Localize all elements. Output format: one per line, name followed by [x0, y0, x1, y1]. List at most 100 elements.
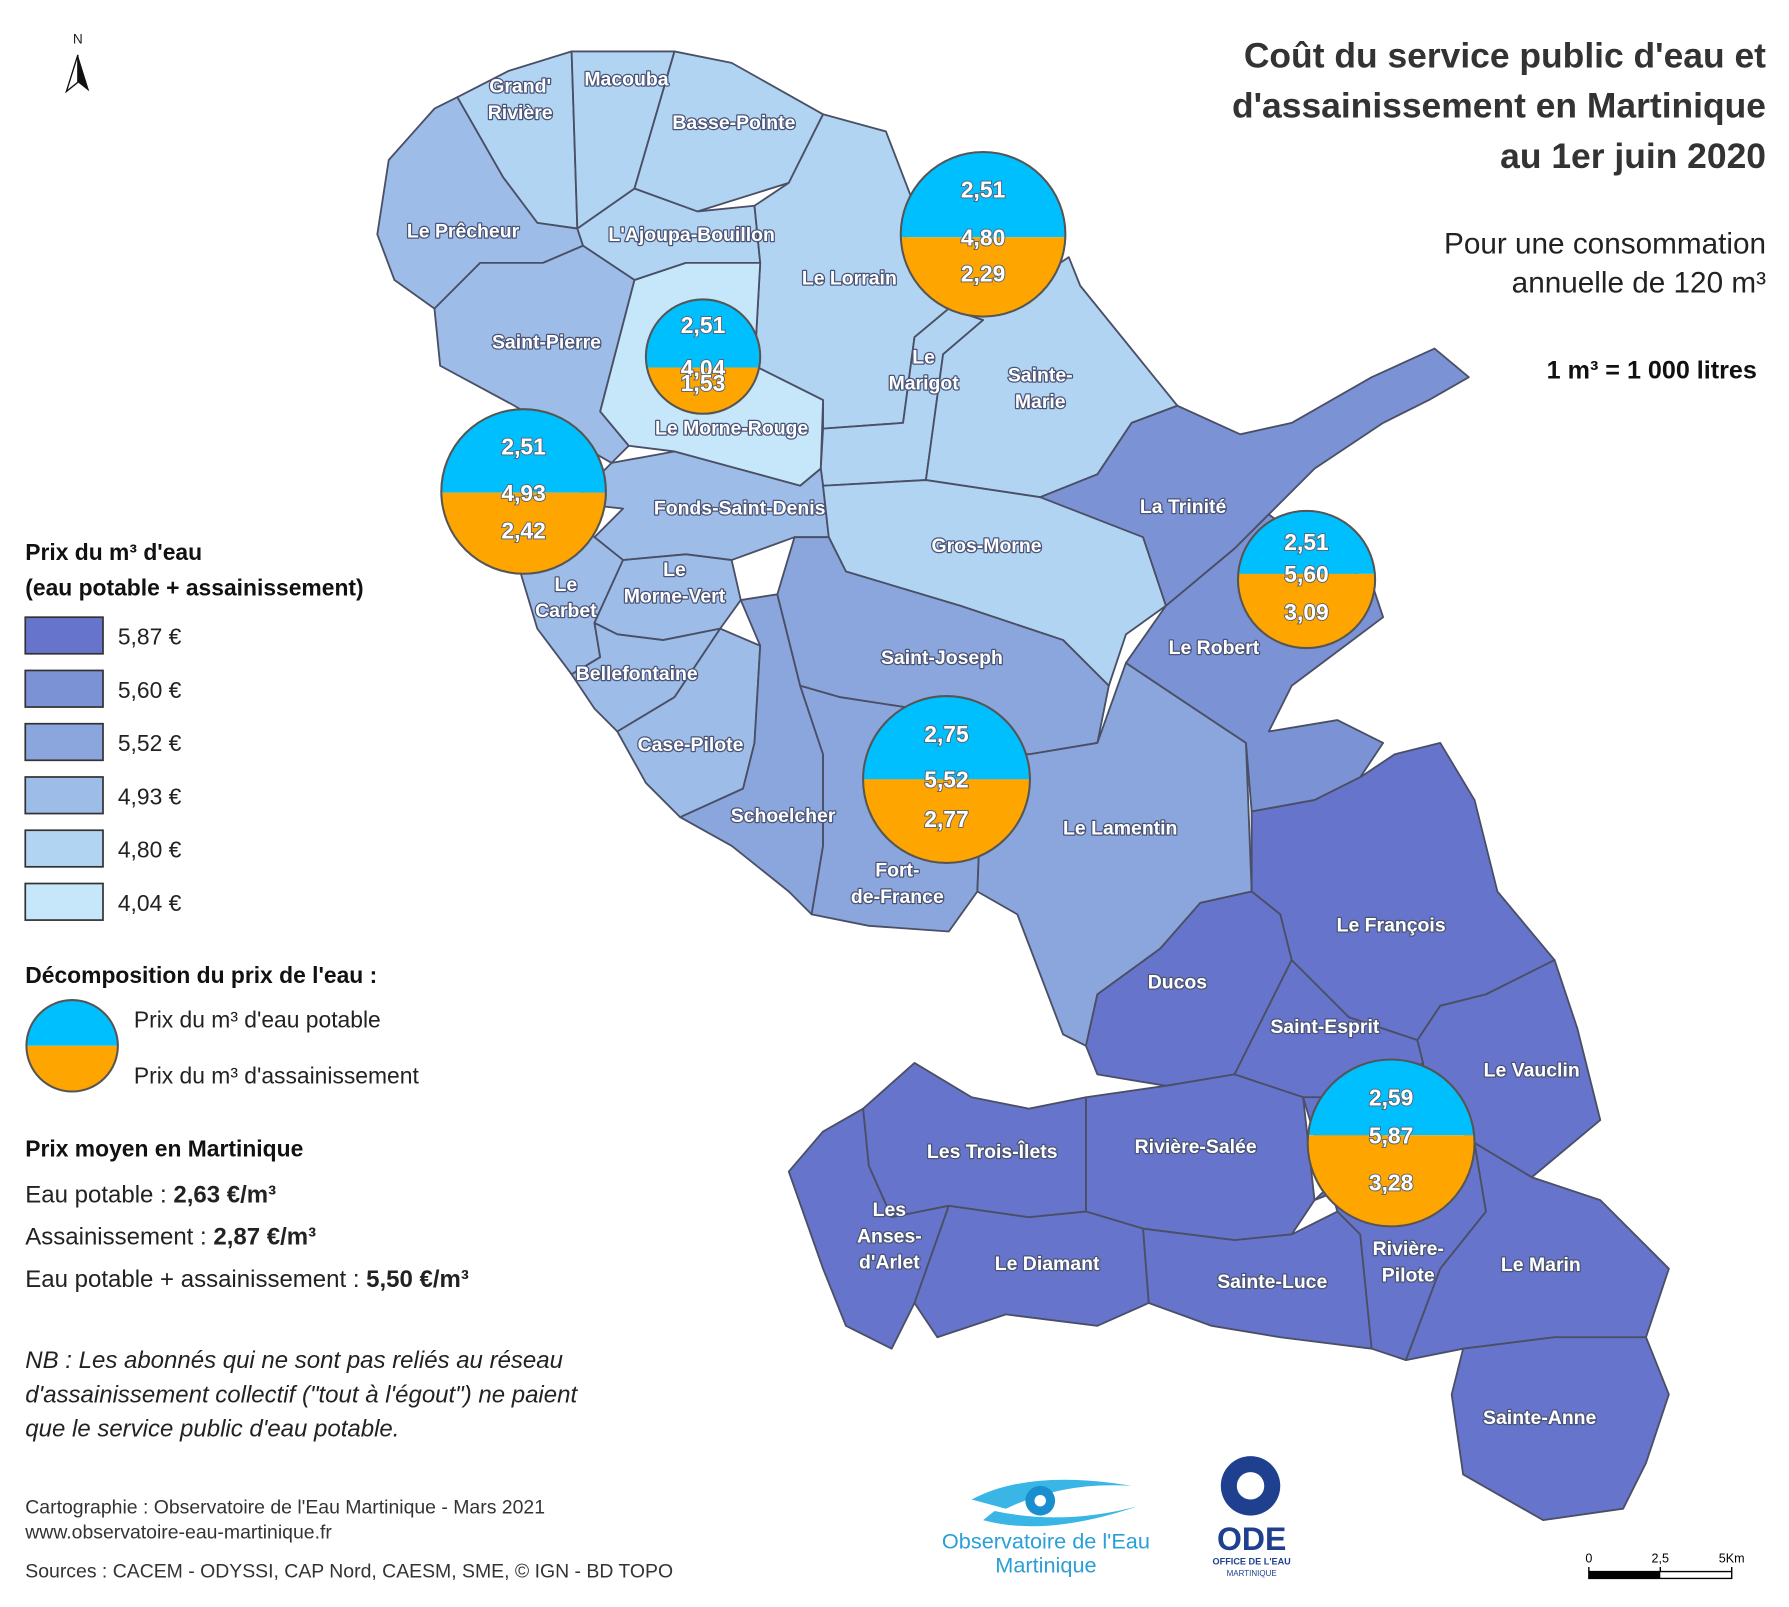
legend-swatch	[24, 669, 104, 708]
commune-label: Le François	[1337, 915, 1446, 937]
commune-label: Les Trois-Îlets	[927, 1139, 1058, 1163]
commune-label: Saint-Pierre	[492, 332, 601, 354]
commune-label: Saint-Joseph	[881, 647, 1003, 669]
average-value: 5,50 €/m³	[366, 1266, 469, 1293]
commune-label: Marie	[1015, 391, 1066, 413]
commune-label: Le	[912, 346, 935, 368]
commune-label: Morne-Vert	[624, 585, 726, 607]
averages-title: Prix moyen en Martinique	[25, 1136, 303, 1162]
legend-swatch	[24, 722, 104, 762]
logo-text: ODE	[1217, 1521, 1286, 1557]
commune-label: Macouba	[584, 69, 668, 91]
commune-label: Saint-Esprit	[1270, 1016, 1380, 1038]
pie-total-label: 5,87	[1369, 1123, 1413, 1149]
average-value: 2,87 €/m³	[213, 1224, 316, 1251]
pie-assainissement-label: 2,29	[961, 260, 1005, 286]
title: au 1er juin 2020	[1500, 136, 1766, 176]
legend-swatch	[24, 882, 104, 921]
legend-label: 5,87 €	[118, 624, 182, 650]
commune-label: Rivière	[488, 102, 553, 124]
average-label: Eau potable :	[25, 1181, 173, 1208]
note: NB : Les abonnés qui ne sont pas reliés …	[25, 1347, 563, 1374]
pie-outline	[1236, 509, 1377, 650]
commune-label: Le Lamentin	[1063, 817, 1177, 839]
conversion: 1 m³ = 1 000 litres	[1547, 356, 1757, 384]
commune-label: Carbet	[535, 600, 597, 622]
commune-label: Rivière-	[1373, 1238, 1444, 1260]
commune-label: Le Marin	[1501, 1254, 1581, 1276]
title: Coût du service public d'eau et	[1244, 35, 1766, 75]
credit: Cartographie : Observatoire de l'Eau Mar…	[25, 1496, 545, 1518]
scale-label: 0	[1585, 1551, 1592, 1565]
pie-total-label: 4,93	[501, 480, 545, 506]
average-label: Assainissement :	[25, 1224, 213, 1251]
legend-title: Décomposition du prix de l'eau :	[25, 962, 377, 988]
commune	[1450, 1336, 1670, 1522]
commune-label: Anses-	[857, 1225, 922, 1247]
pie-assainissement-label: 3,09	[1284, 599, 1328, 625]
pie-assainissement	[646, 367, 760, 414]
commune-label: Bellefontaine	[576, 663, 698, 685]
commune-label: Le	[555, 574, 578, 596]
pie-potable	[863, 696, 1030, 780]
legend-swatch	[24, 616, 104, 655]
pie-potable-label: 2,51	[681, 312, 726, 338]
commune-label: Le Lorrain	[802, 268, 897, 290]
pie-assainissement	[900, 237, 1066, 317]
commune-label: Sainte-Luce	[1217, 1271, 1327, 1293]
scale-bar-fill	[1588, 1571, 1661, 1579]
legend: Prix du m³ d'eau (eau potable + assainiss…	[24, 539, 673, 1582]
commune-label: de-France	[851, 886, 944, 908]
logo-ode	[1220, 1456, 1281, 1516]
commune-label: Sainte-	[1008, 365, 1073, 387]
legend-label: 4,04 €	[118, 890, 182, 916]
scale-bar: 0 2,5 5Km	[1585, 1551, 1745, 1580]
pie-total-label: 4,04	[681, 355, 726, 381]
pie-assainissement	[1307, 1135, 1475, 1227]
pie-outline	[25, 999, 119, 1093]
logo-text: Martinique	[995, 1553, 1096, 1578]
pie-assainissement-label: 1,53	[681, 370, 725, 396]
logo-wave	[983, 1506, 1138, 1527]
north-label: N	[73, 31, 83, 46]
commune-label: Gros-Morne	[931, 535, 1041, 557]
pie-assainissement	[863, 779, 1030, 863]
pie-potable-label: 2,59	[1369, 1085, 1413, 1111]
pie-assainissement	[441, 492, 606, 574]
commune-label: Marigot	[889, 373, 960, 395]
legend-label: 5,52 €	[118, 730, 182, 756]
legend-label: Prix du m³ d'eau potable	[134, 1007, 381, 1033]
commune-label: Grand'	[489, 76, 551, 98]
logo-text: Observatoire de l'Eau	[942, 1529, 1150, 1554]
credit: Sources : CACEM - ODYSSI, CAP Nord, CAES…	[25, 1560, 673, 1582]
scale-label: 5Km	[1719, 1551, 1745, 1565]
commune-label: Le	[663, 559, 686, 581]
pie-assainissement-label: 2,77	[924, 806, 968, 832]
commune-label: Fonds-Saint-Denis	[654, 497, 826, 519]
legend-label: 4,93 €	[118, 783, 182, 809]
average-row: Assainissement : 2,87 €/m³	[25, 1224, 316, 1251]
pie-assainissement	[26, 1045, 118, 1092]
commune-label: Le Morne-Rouge	[655, 417, 808, 439]
pie-assainissement-label: 2,42	[501, 518, 545, 544]
credit: www.observatoire-eau-martinique.fr	[24, 1521, 332, 1543]
pie-assainissement-label: 3,28	[1369, 1170, 1413, 1196]
pie-potable-label: 2,51	[961, 177, 1006, 203]
north-arrow-right	[77, 54, 90, 92]
legend-label: 5,60 €	[118, 677, 182, 703]
pie-outline	[1306, 1058, 1476, 1228]
pie-outline	[440, 408, 607, 575]
commune-label: Sainte-Anne	[1483, 1407, 1597, 1429]
average-value: 2,63 €/m³	[173, 1181, 276, 1208]
commune-label: La Trinité	[1140, 496, 1227, 518]
pie-potable	[1308, 1059, 1475, 1136]
pie-total-label: 4,80	[961, 225, 1005, 251]
legend-title: (eau potable + assainissement)	[25, 574, 363, 600]
commune-label: d'Arlet	[859, 1252, 920, 1274]
logo-drop-hole	[1236, 1472, 1265, 1500]
legend-swatch	[24, 776, 104, 815]
commune-label: Fort-	[875, 860, 919, 882]
logo-text: OFFICE DE L'EAU	[1213, 1557, 1292, 1567]
